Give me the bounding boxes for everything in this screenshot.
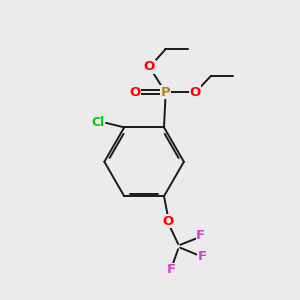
Text: Cl: Cl [91,116,104,129]
Text: F: F [198,250,207,263]
Text: F: F [167,263,176,276]
Text: F: F [196,230,206,242]
Text: O: O [144,61,155,74]
Text: O: O [163,215,174,228]
Text: O: O [189,85,200,98]
Text: O: O [129,85,140,98]
Text: P: P [160,85,170,98]
